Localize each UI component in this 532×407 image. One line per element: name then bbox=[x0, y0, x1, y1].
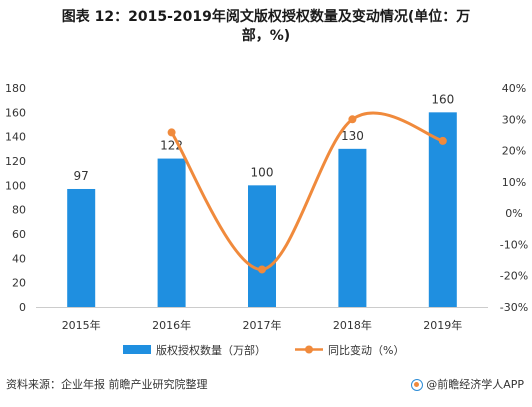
line-series-path bbox=[170, 111, 445, 271]
bar bbox=[338, 148, 367, 307]
line-point bbox=[348, 115, 357, 124]
y-left-tick-label: 20 bbox=[12, 277, 26, 290]
legend-bar-label: 版权授权数量（万部） bbox=[156, 343, 266, 357]
source-note: 资料来源：企业年报 前瞻产业研究院整理 bbox=[6, 378, 208, 391]
brand-credit-text: @前瞻经济学人APP bbox=[426, 378, 524, 391]
chart-title-line1: 图表 12：2015-2019年阅文版权授权数量及变动情况(单位：万 bbox=[61, 9, 471, 25]
bar-value-label: 97 bbox=[74, 169, 89, 183]
y-left-tick-label: 40 bbox=[12, 252, 26, 265]
y-right-tick-label: 0% bbox=[505, 207, 522, 220]
chart-title: 图表 12：2015-2019年阅文版权授权数量及变动情况(单位：万 部，%) bbox=[0, 8, 532, 46]
y-left-tick-label: 140 bbox=[5, 131, 26, 144]
brand-logo-icon bbox=[411, 379, 424, 391]
brand-credit: @前瞻经济学人APP bbox=[411, 376, 524, 394]
line-point bbox=[167, 128, 176, 137]
bar bbox=[67, 188, 96, 307]
bar-value-label: 100 bbox=[251, 165, 274, 179]
y-left-tick-label: 0 bbox=[19, 301, 26, 314]
bar-value-label: 130 bbox=[341, 129, 364, 143]
y-left-tick-label: 60 bbox=[12, 228, 26, 241]
y-right-tick-label: -30% bbox=[500, 301, 528, 314]
y-right-tick-label: -20% bbox=[500, 270, 528, 283]
y-left-tick-label: 80 bbox=[12, 204, 26, 217]
bar bbox=[248, 185, 276, 307]
x-tick-label: 2019年 bbox=[423, 318, 462, 332]
chart-footer: 资料来源：企业年报 前瞻产业研究院整理 @前瞻经济学人APP bbox=[0, 376, 532, 407]
x-tick-label: 2015年 bbox=[62, 318, 101, 332]
y-left-tick-label: 160 bbox=[5, 106, 26, 119]
y-right-tick-label: -10% bbox=[500, 238, 528, 251]
x-tick-label: 2016年 bbox=[152, 318, 191, 332]
y-right-tick-label: 20% bbox=[502, 145, 526, 158]
y-left-tick-label: 120 bbox=[5, 155, 26, 168]
line-point bbox=[438, 136, 447, 145]
y-right-tick-label: 30% bbox=[502, 113, 526, 126]
bar-value-label: 160 bbox=[431, 92, 454, 106]
legend-line-marker bbox=[305, 345, 313, 354]
y-right-tick-label: 10% bbox=[502, 176, 526, 189]
chart-title-line2: 部，%) bbox=[241, 28, 291, 44]
x-tick-label: 2018年 bbox=[333, 318, 372, 332]
legend-line-label: 同比变动（%） bbox=[328, 343, 404, 357]
legend-bar-swatch bbox=[123, 345, 151, 354]
bar bbox=[157, 158, 186, 307]
x-tick-label: 2017年 bbox=[243, 318, 282, 332]
line-point bbox=[258, 265, 266, 274]
y-right-tick-label: 40% bbox=[502, 82, 526, 95]
y-left-tick-label: 180 bbox=[5, 82, 26, 95]
y-left-tick-label: 100 bbox=[5, 179, 26, 192]
